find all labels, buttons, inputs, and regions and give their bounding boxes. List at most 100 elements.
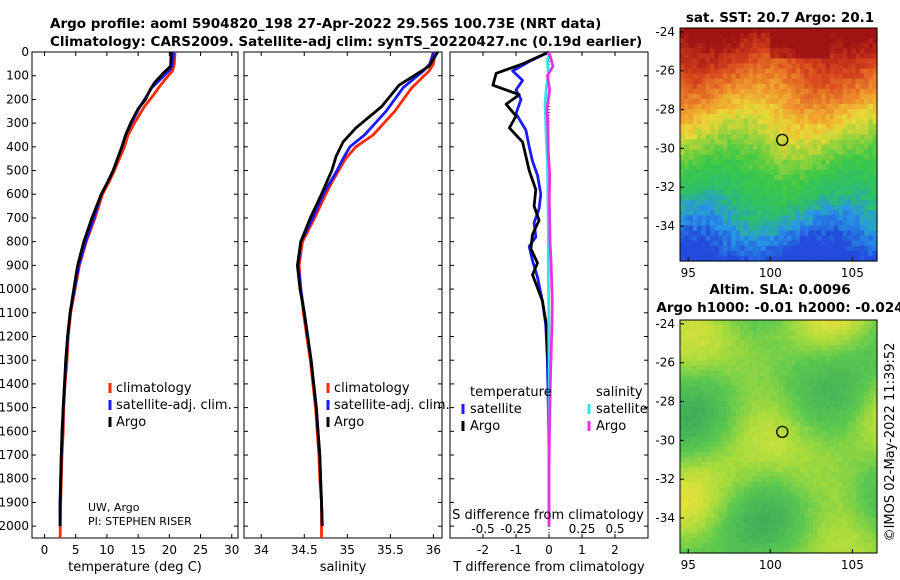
map-cell bbox=[735, 240, 741, 247]
map-cell bbox=[868, 385, 874, 392]
map-cell bbox=[817, 532, 822, 539]
map-cell bbox=[774, 235, 780, 242]
map-cell bbox=[872, 149, 878, 156]
map-cell bbox=[688, 507, 694, 514]
map-cell bbox=[787, 446, 792, 453]
map-cell bbox=[714, 235, 720, 242]
map-cell bbox=[859, 73, 865, 80]
map-cell bbox=[812, 330, 818, 336]
map-cell bbox=[744, 139, 750, 146]
map-cell bbox=[769, 370, 775, 377]
map-cell bbox=[812, 527, 818, 534]
map-cell bbox=[812, 380, 818, 387]
map-cell bbox=[769, 522, 775, 529]
map-cell bbox=[701, 53, 707, 59]
map-cell bbox=[680, 492, 685, 498]
map-cell bbox=[821, 240, 827, 247]
map-cell bbox=[782, 517, 788, 524]
map-cell bbox=[859, 350, 865, 357]
map-cell bbox=[795, 537, 801, 544]
map-cell bbox=[718, 340, 724, 346]
map-cell bbox=[680, 385, 685, 392]
map-cell bbox=[778, 149, 784, 156]
map-cell bbox=[778, 164, 784, 171]
map-cell bbox=[718, 114, 724, 120]
map-cell bbox=[834, 436, 840, 443]
map-cell bbox=[774, 385, 780, 392]
map-cell bbox=[727, 220, 732, 227]
map-cell bbox=[842, 522, 848, 529]
map-cell bbox=[761, 255, 767, 262]
sla-map-subtitle: Argo h1000: -0.01 h2000: -0.024 bbox=[656, 300, 900, 316]
map-cell bbox=[782, 109, 788, 115]
map-cell bbox=[825, 522, 831, 529]
map-cell bbox=[855, 119, 861, 125]
map-cell bbox=[825, 63, 831, 70]
map-cell bbox=[697, 330, 703, 336]
map-cell bbox=[752, 325, 758, 331]
map-cell bbox=[714, 502, 720, 509]
map-cell bbox=[791, 195, 797, 201]
map-cell bbox=[808, 487, 814, 493]
map-cell bbox=[834, 466, 840, 473]
map-cell bbox=[799, 200, 805, 206]
map-cell bbox=[864, 335, 870, 341]
map-cell bbox=[757, 250, 762, 257]
map-cell bbox=[872, 93, 878, 100]
map-cell bbox=[697, 230, 703, 237]
map-cell bbox=[872, 527, 878, 534]
map-cell bbox=[757, 103, 762, 110]
map-cell bbox=[731, 220, 737, 227]
map-cell bbox=[735, 185, 741, 191]
map-cell bbox=[705, 507, 711, 514]
map-cell bbox=[714, 210, 720, 217]
map-cell bbox=[799, 436, 805, 443]
map-cell bbox=[859, 502, 865, 509]
map-cell bbox=[765, 78, 771, 85]
map-cell bbox=[791, 477, 797, 483]
map-cell bbox=[757, 255, 762, 262]
map-cell bbox=[808, 149, 814, 156]
map-cell bbox=[748, 119, 754, 125]
map-cell bbox=[692, 416, 698, 422]
map-cell bbox=[834, 512, 840, 519]
map-cell bbox=[834, 330, 840, 336]
map-cell bbox=[752, 385, 758, 392]
map-cell bbox=[752, 240, 758, 247]
map-cell bbox=[782, 340, 788, 346]
map-cell bbox=[791, 78, 797, 85]
map-cell bbox=[722, 350, 728, 357]
map-cell bbox=[838, 375, 844, 382]
map-cell bbox=[765, 149, 771, 156]
map-cell bbox=[748, 93, 754, 100]
map-cell bbox=[744, 360, 750, 367]
map-cell bbox=[701, 124, 707, 130]
map-cell bbox=[821, 63, 827, 70]
map-cell bbox=[705, 124, 711, 130]
map-cell bbox=[799, 350, 805, 357]
map-cell bbox=[847, 144, 852, 151]
map-cell bbox=[727, 134, 732, 141]
map-cell bbox=[842, 33, 848, 39]
map-cell bbox=[864, 179, 870, 186]
map-cell bbox=[684, 527, 690, 534]
map-cell bbox=[834, 129, 840, 135]
map-cell bbox=[718, 547, 724, 554]
map-cell bbox=[847, 446, 852, 453]
map-cell bbox=[834, 350, 840, 357]
map-cell bbox=[761, 195, 767, 201]
map-cell bbox=[727, 164, 732, 171]
map-cell bbox=[799, 185, 805, 191]
map-cell bbox=[769, 421, 775, 427]
map-cell bbox=[787, 471, 792, 478]
map-cell bbox=[817, 109, 822, 115]
map-cell bbox=[757, 215, 762, 222]
map-cell bbox=[744, 401, 750, 407]
map-cell bbox=[851, 245, 857, 252]
map-cell bbox=[842, 119, 848, 125]
map-cell bbox=[855, 335, 861, 341]
map-cell bbox=[722, 185, 728, 191]
map-cell bbox=[799, 395, 805, 402]
map-cell bbox=[851, 385, 857, 392]
map-cell bbox=[688, 114, 694, 120]
